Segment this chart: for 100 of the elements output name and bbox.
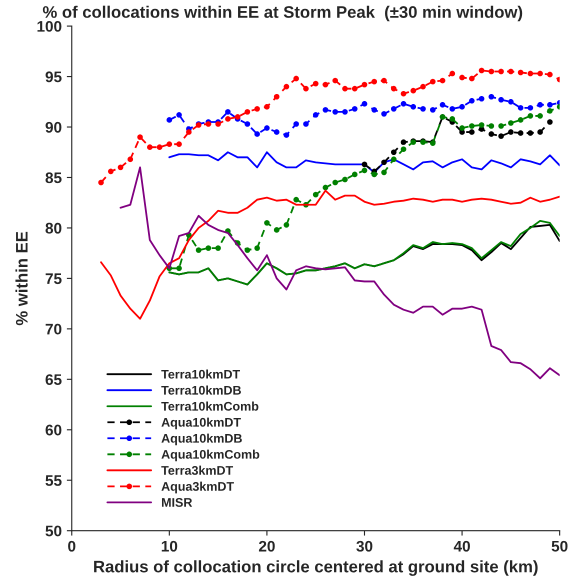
point [410,88,416,94]
point [244,121,250,127]
point [264,220,270,226]
point [254,245,260,251]
point [488,123,494,129]
point [547,72,553,78]
point [478,68,484,74]
point [508,68,514,74]
point [547,119,553,125]
legend-label: Terra3kmDT [161,466,234,475]
point [352,106,358,112]
point [498,68,504,74]
point [478,96,484,102]
legend-label: Aqua3kmDT [161,482,234,494]
point [371,78,378,84]
point [264,104,270,110]
point [176,141,182,147]
y-tick-label: 50 [46,526,62,536]
x-tick-label: 30 [356,540,372,552]
point [342,176,348,182]
point [312,112,318,118]
point [498,133,504,139]
point [274,129,280,135]
y-tick-label: 75 [46,273,62,284]
point [352,86,358,92]
legend-label: Terra10kmComb [161,402,258,411]
y-tick-label: 90 [46,122,62,133]
point [420,84,426,90]
point [518,70,524,76]
point [342,109,348,115]
point [303,86,309,92]
point [469,123,475,129]
y-tick-label: 85 [46,172,62,184]
y-tick-label: 65 [46,374,62,386]
point [128,156,134,162]
x-axis-title: Radius of collocation circle centered at ground site (km) [94,560,538,576]
point [488,94,494,100]
point [166,117,172,123]
point [284,84,290,90]
point [284,222,290,228]
legend-label: Aqua10kmComb [161,450,260,462]
point [400,90,406,96]
point [430,107,436,113]
point [332,78,338,84]
point [322,82,328,88]
point [371,172,378,178]
point [400,146,406,152]
x-tick-label: 0 [68,540,76,552]
point [215,245,221,251]
point [244,109,250,115]
point [381,111,387,117]
point [322,107,328,113]
point [342,86,348,92]
point [293,121,299,127]
legend-label: MISR [162,498,192,507]
point [450,70,456,76]
point [508,99,514,105]
point [469,76,475,82]
point [469,129,475,135]
y-tick-label: 60 [46,424,62,436]
point [293,196,299,202]
legend-label: Aqua10kmDT [161,418,241,430]
point [108,168,114,174]
point [518,117,524,123]
point [166,141,172,147]
y-tick-label: 55 [46,475,62,486]
point [459,125,465,131]
point [518,130,524,136]
point [254,131,260,137]
point [390,86,397,92]
point [508,120,514,126]
point [362,162,368,168]
point [264,125,270,131]
point [137,134,143,140]
point [362,168,368,174]
y-tick-label: 95 [46,71,62,82]
point [450,116,456,122]
line-series [120,166,560,380]
point [362,101,368,107]
point [537,102,543,108]
point [381,170,387,176]
point [518,105,524,111]
point [156,144,162,150]
point [274,94,280,100]
y-axis-title: % within EE [15,232,28,326]
point [390,149,397,156]
x-tick-label: 50 [552,540,568,552]
point [332,180,338,186]
point [488,131,494,137]
point [147,144,153,150]
point [303,121,309,127]
point [537,70,543,76]
point [312,192,318,198]
point [528,130,534,136]
point [362,82,368,88]
point [420,106,426,112]
point [176,266,182,272]
point [98,180,104,186]
point [488,68,494,74]
point [244,247,250,253]
